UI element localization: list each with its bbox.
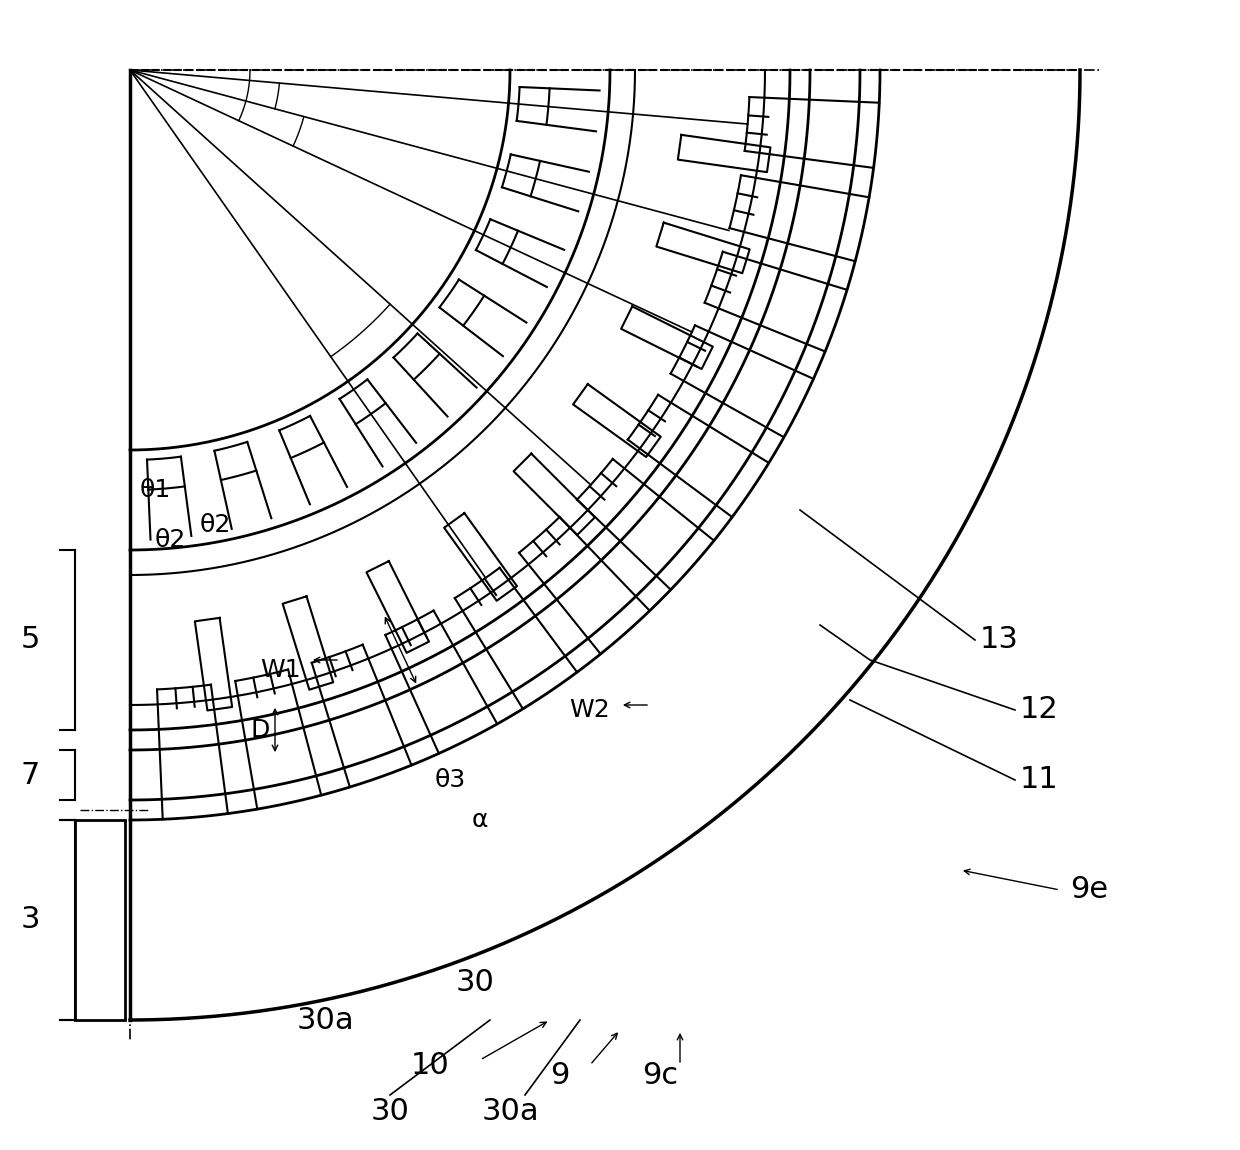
- Text: 30a: 30a: [296, 1006, 353, 1035]
- Text: 9: 9: [551, 1060, 569, 1089]
- Text: θ1: θ1: [139, 478, 171, 503]
- Text: 5: 5: [20, 626, 40, 654]
- Text: 10: 10: [410, 1050, 449, 1080]
- Text: 11: 11: [1021, 766, 1059, 795]
- Text: 30: 30: [371, 1097, 409, 1127]
- Text: 9e: 9e: [1070, 875, 1109, 905]
- Text: W2: W2: [569, 698, 610, 722]
- Text: 13: 13: [980, 626, 1019, 654]
- Text: 30: 30: [455, 968, 495, 997]
- Text: D: D: [250, 718, 269, 742]
- Text: θ3: θ3: [434, 768, 466, 792]
- Text: θ2: θ2: [154, 528, 186, 552]
- Text: 12: 12: [1021, 696, 1059, 724]
- Text: 7: 7: [20, 760, 40, 790]
- Text: 3: 3: [20, 905, 40, 935]
- Text: α: α: [471, 808, 489, 831]
- Text: θ2: θ2: [200, 513, 231, 537]
- Text: 30a: 30a: [481, 1097, 539, 1127]
- Bar: [74, 820, 125, 1020]
- Text: 9c: 9c: [642, 1060, 678, 1089]
- Text: W1: W1: [259, 658, 300, 682]
